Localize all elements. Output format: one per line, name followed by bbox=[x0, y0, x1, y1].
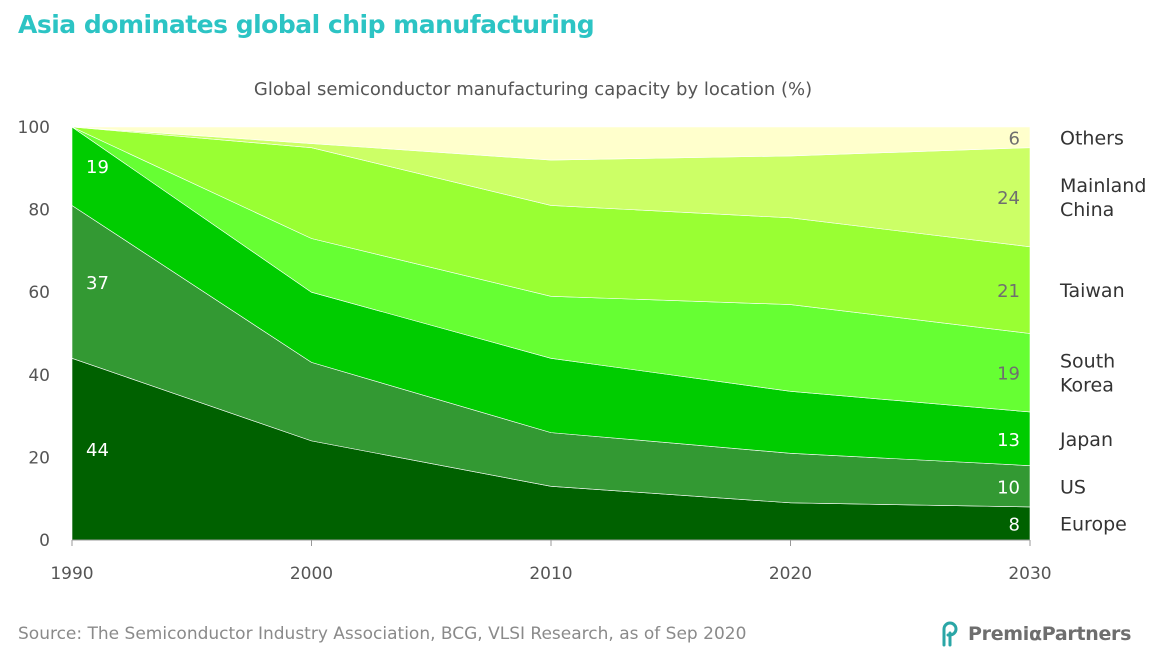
legend-label-south-korea: South bbox=[1060, 351, 1115, 373]
source-note: Source: The Semiconductor Industry Assoc… bbox=[18, 624, 747, 644]
y-tick-label: 40 bbox=[28, 366, 50, 386]
y-axis: 0 20 40 60 80 100 bbox=[18, 118, 50, 551]
legend-label-taiwan: Taiwan bbox=[1059, 280, 1125, 302]
x-axis: 1990 2000 2010 2020 2030 bbox=[50, 539, 1052, 584]
x-tick-label: 2010 bbox=[529, 564, 572, 584]
chart-subtitle: Global semiconductor manufacturing capac… bbox=[254, 79, 812, 100]
end-value-label-japan: 13 bbox=[997, 430, 1020, 451]
end-value-label-mainland-china: 24 bbox=[997, 188, 1020, 209]
end-value-label-others: 6 bbox=[1009, 128, 1020, 149]
start-value-label-us: 37 bbox=[86, 273, 109, 294]
start-value-label-japan: 19 bbox=[86, 157, 109, 178]
page-title: Asia dominates global chip manufacturing bbox=[18, 10, 595, 39]
logo-text: PremiαPartners bbox=[968, 623, 1132, 645]
end-value-label-us: 10 bbox=[997, 477, 1020, 498]
area-layers bbox=[71, 126, 1031, 541]
logo-mark-icon bbox=[942, 621, 958, 647]
area-others bbox=[71, 126, 1031, 161]
stacked-area-chart: Global semiconductor manufacturing capac… bbox=[18, 79, 1147, 584]
end-value-label-europe: 8 bbox=[1009, 514, 1020, 535]
x-tick-label: 2030 bbox=[1008, 564, 1051, 584]
legend-label-europe: Europe bbox=[1060, 513, 1127, 535]
end-value-label-taiwan: 21 bbox=[997, 281, 1020, 302]
end-value-label-south-korea: 19 bbox=[997, 364, 1020, 385]
legend-label-others: Others bbox=[1060, 127, 1124, 149]
legend-label-japan: Japan bbox=[1059, 429, 1113, 451]
y-tick-label: 20 bbox=[28, 448, 50, 468]
premia-partners-logo: PremiαPartners bbox=[940, 621, 1131, 647]
legend-label-mainland-china: Mainland bbox=[1060, 175, 1146, 197]
legend-label-south-korea: Korea bbox=[1060, 375, 1114, 397]
start-value-label-europe: 44 bbox=[86, 440, 109, 461]
y-tick-label: 100 bbox=[18, 118, 50, 138]
y-tick-label: 60 bbox=[28, 283, 50, 303]
x-tick-label: 2020 bbox=[769, 564, 812, 584]
x-tick-label: 2000 bbox=[290, 564, 333, 584]
y-tick-label: 0 bbox=[39, 531, 50, 551]
x-tick-label: 1990 bbox=[50, 564, 93, 584]
legend-label-mainland-china: China bbox=[1060, 199, 1114, 221]
legend-label-us: US bbox=[1060, 476, 1086, 498]
value-labels: 44 8 37 10 19 13 19 21 24 6 bbox=[86, 128, 1020, 535]
y-tick-label: 80 bbox=[28, 201, 50, 221]
